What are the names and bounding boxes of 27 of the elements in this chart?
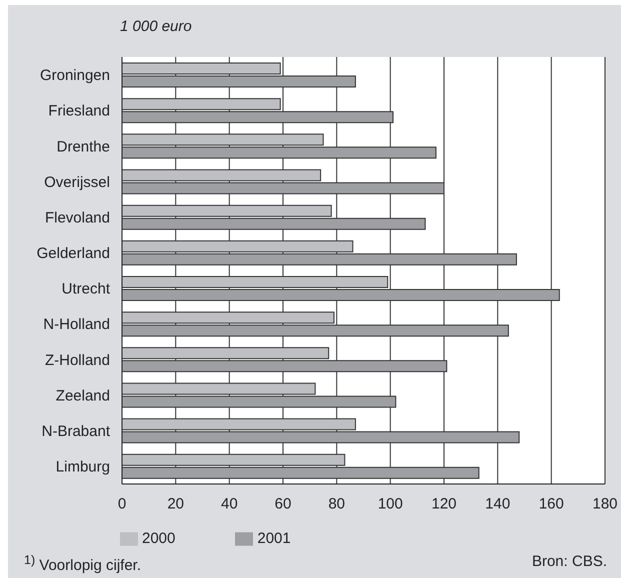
legend-label: 2001 (257, 530, 291, 547)
y-tick-label: Z-Holland (44, 352, 110, 369)
x-axis-title: 1 000 euro (120, 18, 192, 35)
x-tick-label: 100 (378, 496, 403, 513)
x-tick-label: 120 (431, 496, 457, 513)
y-tick-label: N-Holland (43, 316, 110, 334)
x-tick-label: 0 (118, 496, 126, 513)
y-tick-label: Flevoland (44, 209, 110, 226)
y-tick-label: Overijssel (44, 174, 110, 191)
y-tick-label: Limburg (56, 458, 110, 476)
x-tick-label: 180 (592, 496, 618, 513)
y-tick-label: Gelderland (36, 245, 110, 262)
y-tick-label: Friesland (48, 102, 110, 120)
text: $^{1)}$ Voorlopig cijfer. (24, 553, 142, 574)
y-tick-label: N-Brabant (42, 422, 111, 440)
y-tick-label: Zeeland (56, 387, 110, 404)
y-tick-label: Utrecht (62, 280, 111, 298)
x-tick-label: 160 (538, 496, 564, 513)
legend-label: 2000 (142, 530, 176, 547)
y-tick-label: Groningen (40, 67, 110, 84)
x-tick-label: 140 (485, 496, 510, 513)
x-tick-label: 20 (167, 496, 184, 513)
x-tick-label: 80 (328, 496, 346, 513)
x-tick-label: 40 (220, 496, 238, 513)
x-tick-label: 60 (274, 496, 292, 513)
text: Bron: CBS. (532, 553, 607, 570)
y-tick-label: Drenthe (56, 138, 110, 156)
